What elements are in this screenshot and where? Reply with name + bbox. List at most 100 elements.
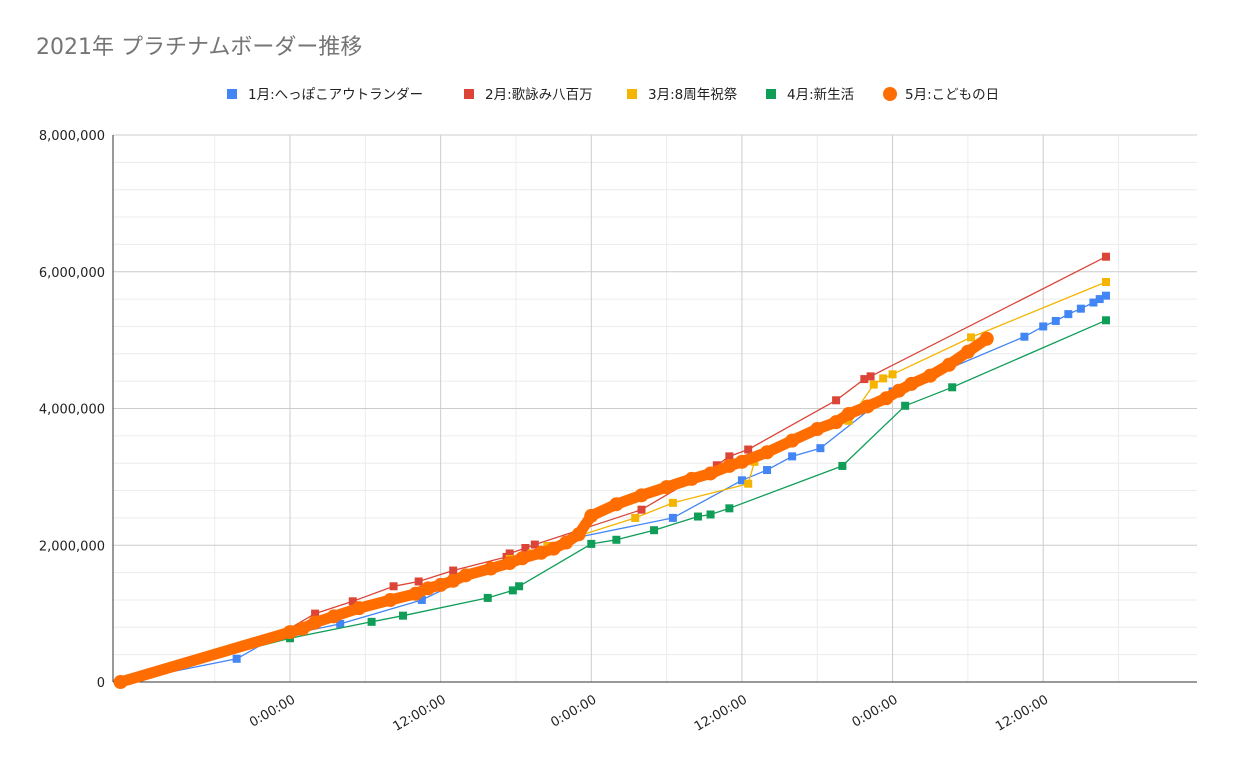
x-tick-label: 12:00:00 <box>692 692 750 734</box>
data-point <box>725 452 734 461</box>
y-tick-labels: 0 2,000,000 4,000,000 6,000,000 8,000,000 <box>39 129 105 691</box>
data-point <box>684 471 699 486</box>
data-point <box>948 383 957 392</box>
legend-label: 1月:へっぽこアウトランダー <box>248 87 423 103</box>
data-point <box>383 592 398 607</box>
data-point <box>283 625 298 640</box>
data-point <box>417 595 426 604</box>
data-point <box>650 526 659 535</box>
x-tick-label: 0:00:00 <box>247 692 298 730</box>
data-point <box>1051 316 1060 325</box>
data-point <box>763 466 772 475</box>
legend-marker <box>883 87 897 101</box>
data-point <box>559 535 574 550</box>
data-point <box>483 561 498 576</box>
legend: 1月:へっぽこアウトランダー 2月:歌詠み八百万 3月:8周年祝祭 4月:新生活 5月:… <box>227 87 999 103</box>
data-point <box>832 396 841 405</box>
data-point <box>788 452 797 461</box>
data-point <box>521 543 530 552</box>
data-point <box>734 454 749 469</box>
data-point <box>967 333 976 342</box>
axes <box>112 135 1197 683</box>
data-point <box>737 476 746 485</box>
y-tick-label: 0 <box>97 676 105 691</box>
data-point <box>546 541 561 556</box>
data-point <box>744 479 753 488</box>
data-point <box>433 577 448 592</box>
data-point <box>232 654 241 663</box>
data-point <box>389 582 398 591</box>
data-point <box>1064 310 1073 319</box>
data-point <box>1039 322 1048 331</box>
legend-marker <box>464 89 474 99</box>
data-point <box>326 609 341 624</box>
data-point <box>960 344 975 359</box>
data-point <box>113 675 128 689</box>
series-line <box>119 256 1107 683</box>
legend-marker <box>766 89 776 99</box>
data-point <box>785 433 800 448</box>
data-point <box>515 551 530 566</box>
data-point <box>879 374 888 383</box>
data-point <box>693 512 702 521</box>
data-point <box>336 619 345 628</box>
data-point <box>1076 304 1085 313</box>
data-point <box>942 357 957 372</box>
data-point <box>534 545 549 560</box>
data-point <box>367 617 376 626</box>
data-point <box>584 508 599 523</box>
legend-item: 1月:へっぽこアウトランダー <box>227 87 423 103</box>
series-line <box>119 281 1107 683</box>
series-2 <box>116 252 1110 686</box>
data-point <box>1101 278 1110 287</box>
data-point <box>631 513 640 522</box>
data-point <box>1101 252 1110 261</box>
data-point <box>1020 332 1029 341</box>
data-point <box>838 461 847 470</box>
x-tick-label: 0:00:00 <box>850 692 901 730</box>
data-point <box>587 539 596 548</box>
data-point <box>1089 298 1098 307</box>
legend-label: 2月:歌詠み八百万 <box>485 87 593 103</box>
series-3 <box>116 278 1110 686</box>
data-point <box>979 331 994 346</box>
y-tick-label: 2,000,000 <box>39 539 105 554</box>
y-tick-label: 4,000,000 <box>39 403 105 418</box>
data-point <box>860 375 869 384</box>
data-point <box>295 621 310 636</box>
x-tick-labels: 0:00:00 12:00:00 0:00:00 12:00:00 0:00:00 12:… <box>247 692 1051 734</box>
data-point <box>866 372 875 381</box>
data-point <box>668 513 677 522</box>
data-point <box>446 573 461 588</box>
data-point <box>458 568 473 583</box>
data-point <box>505 549 514 558</box>
data-point <box>659 480 674 495</box>
data-point <box>508 586 517 595</box>
series-line <box>119 295 1107 683</box>
data-point <box>421 581 436 596</box>
data-point <box>609 497 624 512</box>
x-tick-label: 12:00:00 <box>993 692 1051 734</box>
data-point <box>449 566 458 575</box>
data-point <box>869 380 878 389</box>
data-point <box>879 391 894 406</box>
data-point <box>530 540 539 549</box>
data-point <box>515 582 524 591</box>
data-point <box>637 505 646 514</box>
data-point <box>829 415 844 430</box>
data-point <box>308 615 323 630</box>
data-point <box>744 445 753 454</box>
data-point <box>414 577 423 586</box>
data-point <box>888 370 897 379</box>
data-point <box>408 586 423 601</box>
legend-item: 4月:新生活 <box>766 87 854 103</box>
data-point <box>1101 316 1110 325</box>
legend-label: 5月:こどもの日 <box>905 87 999 103</box>
data-point <box>860 399 875 414</box>
legend-item: 3月:8周年祝祭 <box>627 87 738 103</box>
data-point <box>348 597 357 606</box>
data-point <box>891 383 906 398</box>
legend-label: 4月:新生活 <box>787 87 854 103</box>
data-point <box>1095 295 1104 304</box>
